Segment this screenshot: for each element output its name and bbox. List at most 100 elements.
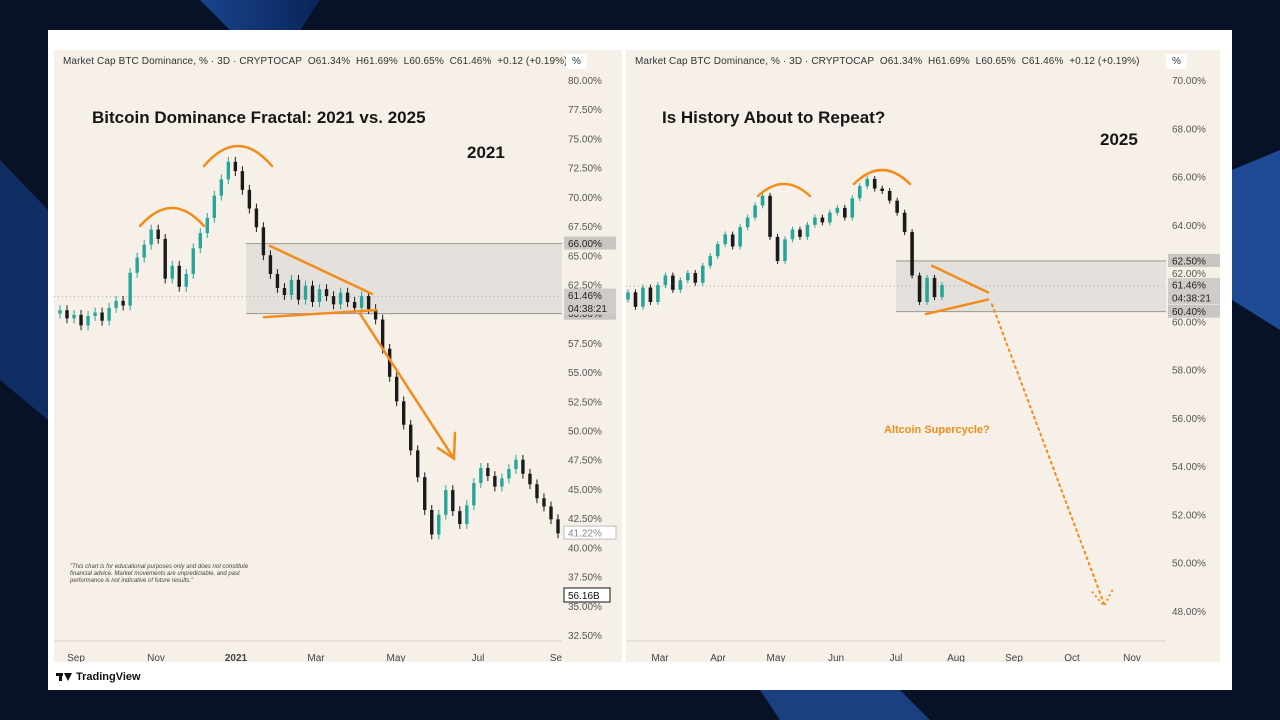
scale-mode-button[interactable]: %: [1166, 54, 1187, 69]
candle-body: [121, 300, 125, 306]
candle-body: [542, 498, 546, 507]
y-tick-label: 70.00%: [1172, 76, 1206, 87]
candle-body: [58, 310, 62, 314]
consolidation-zone: [246, 243, 562, 314]
countdown-tag-bg: [1168, 291, 1220, 305]
candle-body: [850, 198, 855, 218]
candle-body: [783, 239, 787, 261]
x-tick-label: Mar: [651, 653, 669, 662]
tradingview-logo-icon: [56, 672, 72, 682]
zone-bottom-price-tag: 60.00%: [568, 309, 602, 320]
candle-body: [549, 506, 553, 520]
x-axis-band: [54, 641, 562, 662]
y-tick-label: 54.00%: [1172, 462, 1206, 473]
candle-body: [275, 273, 280, 288]
candle-body: [521, 459, 525, 474]
candle-body: [507, 469, 511, 479]
footer-brand: TradingView: [76, 671, 141, 683]
countdown-tag: 04:38:21: [1172, 294, 1211, 305]
candle-body: [437, 514, 441, 535]
candle-body: [114, 300, 118, 308]
candle-body: [663, 275, 668, 286]
altcoin-supercycle-annotation: Altcoin Supercycle?: [884, 424, 990, 436]
y-tick-label: 40.00%: [568, 543, 602, 554]
candle-body: [65, 310, 69, 319]
scale-mode-button[interactable]: %: [566, 54, 587, 69]
candle-body: [798, 229, 802, 237]
breakdown-arrow-line: [358, 312, 456, 460]
zone-bottom-price-tag: 60.40%: [1172, 307, 1206, 318]
candle-body: [289, 279, 294, 295]
y-tick-label: 65.00%: [568, 251, 602, 262]
chart-2021-svg: 80.00% 77.50% 75.00% 72.50% 70.00% 67.50% 65.0…: [54, 76, 617, 662]
last-price-tag-bg: [564, 288, 616, 302]
candle-body: [768, 195, 772, 237]
candle-body: [556, 519, 560, 534]
y-tick-label: 37.50%: [568, 573, 602, 584]
candle-body: [910, 232, 914, 276]
x-axis-band: [626, 641, 1166, 662]
x-tick-label: Se: [550, 653, 563, 662]
current-price-tag: 41.22%: [568, 529, 602, 540]
tradingview-footer[interactable]: TradingView: [56, 671, 141, 683]
candle-body: [156, 229, 160, 239]
candle-body: [880, 188, 884, 191]
candle-body: [86, 316, 90, 326]
x-tick-label: Jul: [472, 653, 485, 662]
chart-panel-2021: 80.00% 77.50% 75.00% 72.50% 70.00% 67.50% 65.0…: [54, 50, 622, 662]
candle-body: [394, 376, 399, 402]
candle-body: [753, 205, 757, 218]
candle-body: [700, 265, 705, 283]
candle-body: [925, 277, 929, 302]
x-tick-label: Jul: [890, 653, 903, 662]
candle-body: [917, 275, 922, 302]
candle-body: [641, 287, 645, 307]
zone-top-price-tag: 62.50%: [1172, 256, 1206, 267]
symbol-label: Market Cap BTC Dominance, % · 3D · CRYPT…: [635, 56, 875, 67]
head-arc: [202, 144, 274, 168]
candle-body: [191, 248, 195, 274]
candle-body: [163, 238, 167, 279]
candle-body: [416, 450, 420, 478]
y-tick-label: 57.50%: [568, 339, 602, 350]
candle-body: [387, 348, 392, 377]
chart-card: 80.00% 77.50% 75.00% 72.50% 70.00% 67.50% 65.0…: [48, 30, 1232, 690]
candle-body: [233, 161, 238, 172]
candle-body: [458, 511, 462, 524]
x-tick-label: Apr: [710, 653, 726, 662]
candle-body: [380, 319, 385, 349]
y-tick-label: 55.00%: [568, 368, 602, 379]
candle-body: [423, 477, 427, 510]
candle-body: [656, 285, 660, 302]
x-tick-label: Sep: [67, 653, 85, 662]
left-shoulder-arc: [138, 206, 206, 228]
y-tick-label: 80.00%: [568, 76, 602, 87]
ohlc-low: L60.65%: [975, 56, 1016, 67]
y-tick-label: 47.50%: [568, 456, 602, 467]
candle-body: [514, 459, 518, 470]
candle-body: [828, 212, 832, 223]
candle-body: [790, 229, 795, 240]
candle-body: [813, 217, 817, 225]
candle-body: [261, 227, 266, 256]
chart-title: Is History About to Repeat?: [662, 108, 886, 127]
candle-body: [678, 280, 683, 290]
candle-body: [107, 307, 111, 321]
candle-body: [723, 234, 727, 245]
y-tick-label: 64.00%: [1172, 221, 1206, 232]
candle-body: [149, 229, 153, 245]
y-tick-label: 50.00%: [568, 427, 602, 438]
candle-body: [198, 233, 202, 249]
candle-body: [820, 217, 825, 223]
candle-body: [865, 178, 870, 187]
y-tick-label: 75.00%: [568, 134, 602, 145]
candle-body: [135, 257, 139, 273]
ohlc-low: L60.65%: [403, 56, 444, 67]
volume-tag-bg: [563, 587, 611, 603]
candle-body: [479, 467, 483, 484]
candle-body: [843, 207, 847, 218]
candle-body: [805, 224, 810, 237]
candle-body: [212, 195, 217, 218]
candle-body: [535, 484, 539, 499]
candle-body: [79, 314, 83, 326]
